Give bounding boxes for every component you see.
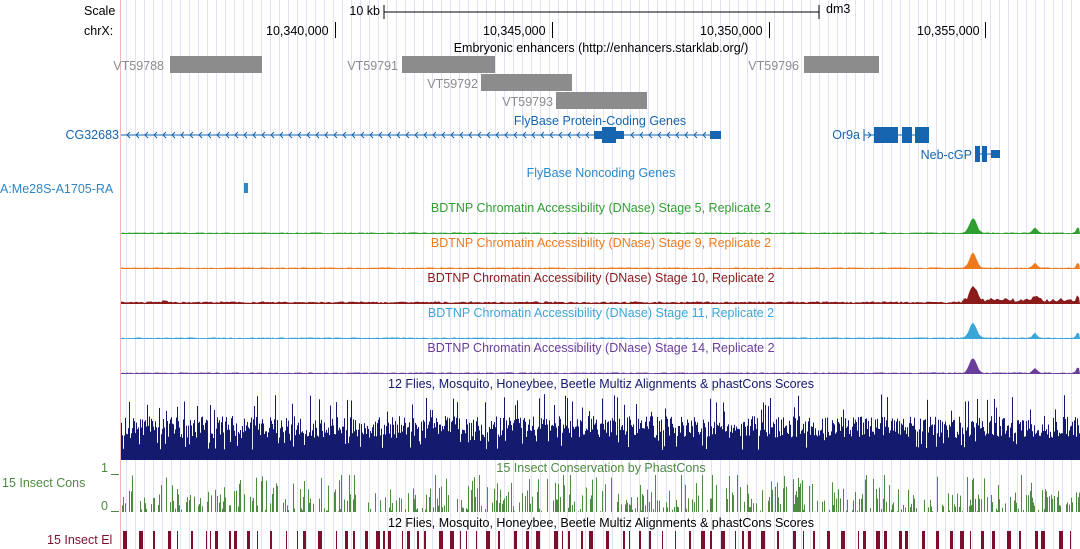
dnase-signal-stage14[interactable] xyxy=(121,354,1080,374)
phastcons-ymin-label: 0 xyxy=(101,499,108,513)
tick-label: 10,345,000 xyxy=(483,24,546,38)
scale-label: Scale xyxy=(84,4,116,18)
track-title-elements[interactable]: 12 Flies, Mosquito, Honeybee, Beetle Mul… xyxy=(388,516,814,530)
elements-side-label[interactable]: 15 Insect El xyxy=(47,533,113,547)
enhancer-feature[interactable] xyxy=(170,56,262,73)
tick-mark xyxy=(335,22,336,38)
track-title-dnase-stage11[interactable]: BDTNP Chromatin Accessibility (DNase) St… xyxy=(427,306,775,320)
gene-model-neb-cgp[interactable] xyxy=(974,144,1002,164)
scale-bar-text: 10 kb xyxy=(349,4,380,18)
track-title-dnase-stage14[interactable]: BDTNP Chromatin Accessibility (DNase) St… xyxy=(427,341,775,355)
track-title-multiz[interactable]: 12 Flies, Mosquito, Honeybee, Beetle Mul… xyxy=(388,377,814,391)
axis-tick xyxy=(111,511,119,512)
gene-label-or9a[interactable]: Or9a xyxy=(832,128,860,142)
gene-label-noncoding[interactable]: A:Me28S-A1705-RA xyxy=(0,182,114,196)
enhancer-label[interactable]: VT59788 xyxy=(113,59,164,73)
guideline-left xyxy=(120,0,121,549)
track-title-noncoding[interactable]: FlyBase Noncoding Genes xyxy=(526,166,676,180)
axis-tick xyxy=(111,474,119,475)
track-title-dnase-stage9[interactable]: BDTNP Chromatin Accessibility (DNase) St… xyxy=(430,236,772,250)
track-title-dnase-stage5[interactable]: BDTNP Chromatin Accessibility (DNase) St… xyxy=(430,201,772,215)
track-title-enhancers[interactable]: Embryonic enhancers (http://enhancers.st… xyxy=(453,41,749,55)
enhancer-label[interactable]: VT59796 xyxy=(748,59,799,73)
tick-label: 10,340,000 xyxy=(266,24,329,38)
enhancer-label[interactable]: VT59793 xyxy=(502,95,553,109)
tick-label: 10,350,000 xyxy=(700,24,763,38)
tick-label: 10,355,000 xyxy=(917,24,980,38)
enhancer-feature[interactable] xyxy=(481,74,572,91)
phastcons-signal[interactable] xyxy=(121,474,1080,513)
noncoding-feature[interactable] xyxy=(244,183,248,193)
track-title-phastcons[interactable]: 15 Insect Conservation by PhastCons xyxy=(496,461,706,475)
gene-label-cg32683[interactable]: CG32683 xyxy=(65,128,119,142)
enhancer-feature[interactable] xyxy=(402,56,495,73)
dnase-signal-stage10[interactable] xyxy=(121,284,1080,304)
enhancer-feature[interactable] xyxy=(804,56,879,73)
tick-mark xyxy=(769,22,770,38)
assembly-label: dm3 xyxy=(826,2,851,16)
chrom-label: chrX: xyxy=(84,24,114,38)
gene-model-or9a[interactable] xyxy=(862,124,934,146)
multiz-signal[interactable] xyxy=(121,392,1080,460)
enhancer-label[interactable]: VT59791 xyxy=(347,59,398,73)
gene-model-cg32683[interactable] xyxy=(121,124,731,146)
enhancer-feature[interactable] xyxy=(556,92,647,109)
track-title-dnase-stage10[interactable]: BDTNP Chromatin Accessibility (DNase) St… xyxy=(427,271,775,285)
phastcons-side-label[interactable]: 15 Insect Cons xyxy=(2,476,86,490)
scale-bar xyxy=(383,5,820,19)
phastcons-ymax-label: 1 xyxy=(101,461,108,475)
tick-mark xyxy=(985,22,986,38)
enhancer-label[interactable]: VT59792 xyxy=(427,77,478,91)
browser-grid xyxy=(121,0,1080,549)
track-title-protein-coding[interactable]: FlyBase Protein-Coding Genes xyxy=(513,114,687,128)
conserved-elements[interactable] xyxy=(121,531,1080,549)
gene-label-neb-cgp[interactable]: Neb-cGP xyxy=(920,148,972,162)
dnase-signal-stage11[interactable] xyxy=(121,319,1080,339)
dnase-signal-stage9[interactable] xyxy=(121,249,1080,269)
dnase-signal-stage5[interactable] xyxy=(121,214,1080,234)
tick-mark xyxy=(552,22,553,38)
